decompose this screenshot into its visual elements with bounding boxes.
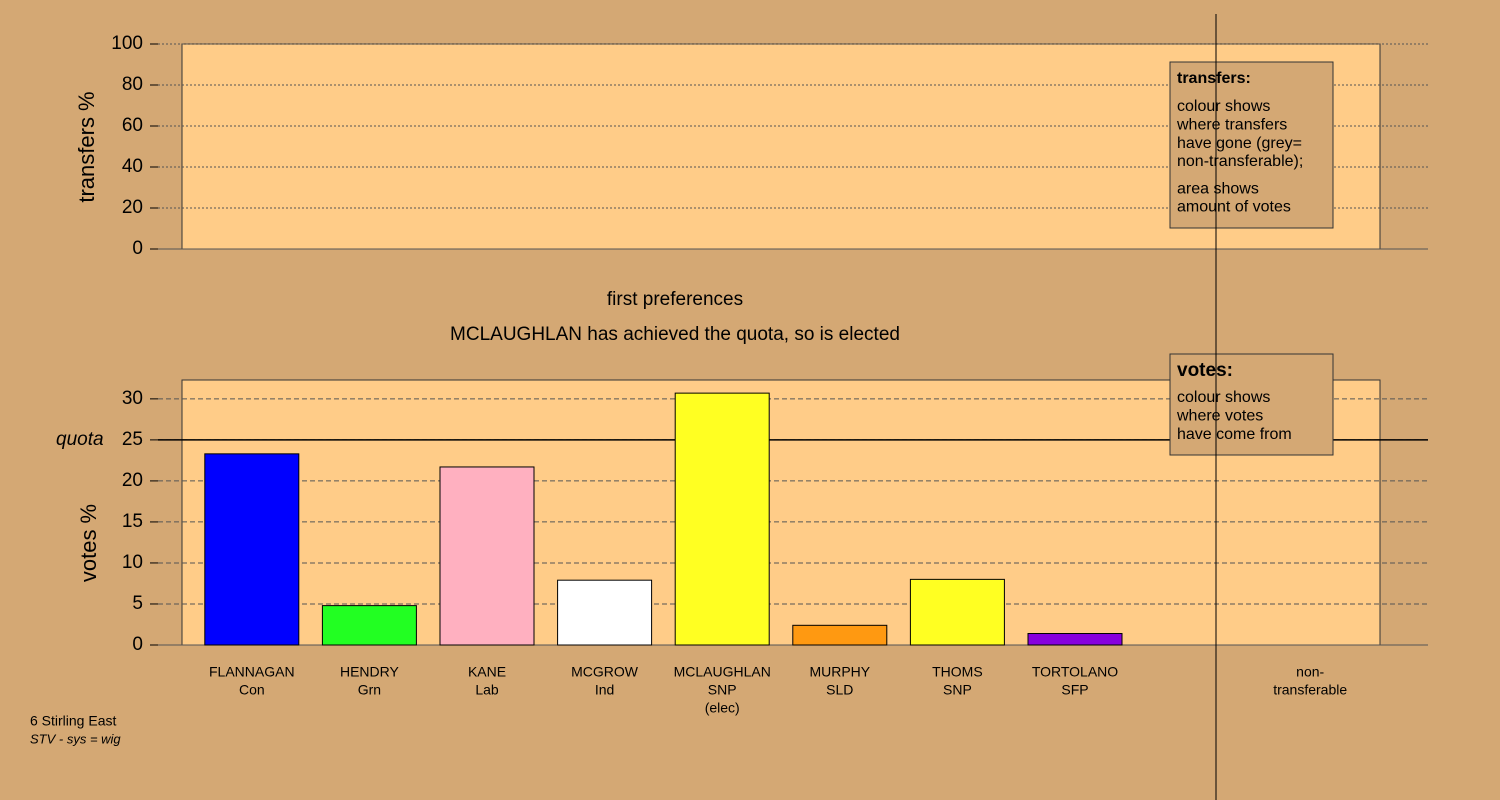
legend-text: colour shows (1177, 98, 1270, 115)
y-tick-label: 80 (122, 74, 143, 95)
x-tick-label: Ind (595, 682, 614, 698)
x-tick-label: FLANNAGAN (209, 664, 295, 680)
x-tick-label: HENDRY (340, 664, 400, 680)
legend-text: where transfers (1176, 117, 1287, 134)
y-tick-label: 5 (132, 593, 143, 614)
y-tick-label: 10 (122, 552, 143, 573)
quota-label: quota (56, 429, 104, 450)
bar (321, 605, 417, 646)
caption: MCLAUGHLAN has achieved the quota, so is… (450, 324, 900, 345)
legend-box (1169, 61, 1334, 229)
bar (674, 392, 770, 646)
y-tick-label: 60 (122, 115, 143, 136)
x-tick-label: (elec) (705, 700, 740, 716)
legend-title: transfers: (1177, 70, 1251, 87)
x-tick-label: transferable (1273, 682, 1347, 698)
y-tick-label: 40 (122, 156, 143, 177)
y-tick-label: 15 (122, 511, 143, 532)
y-axis-label: transfers % (74, 91, 99, 202)
x-tick-label: KANE (468, 664, 506, 680)
bar (909, 578, 1005, 646)
legend-text: where votes (1176, 408, 1263, 425)
x-tick-label: SLD (826, 682, 853, 698)
footer-area: 6 Stirling East (30, 713, 116, 729)
y-tick-label: 20 (122, 470, 143, 491)
x-tick-label: SFP (1061, 682, 1088, 698)
x-tick-label: TORTOLANO (1032, 664, 1118, 680)
x-tick-label: Grn (358, 682, 381, 698)
x-tick-label: THOMS (932, 664, 983, 680)
x-tick-label: non- (1296, 664, 1324, 680)
y-tick-label: 100 (111, 33, 143, 54)
footer-system: STV - sys = wig (30, 731, 121, 746)
x-tick-label: SNP (708, 682, 737, 698)
legend-box (1169, 353, 1334, 456)
legend-title: votes: (1177, 360, 1233, 381)
x-tick-label: MCLAUGHLAN (674, 664, 771, 680)
legend-text: amount of votes (1177, 199, 1291, 216)
y-tick-label: 0 (132, 634, 143, 655)
bar (439, 466, 535, 646)
caption: first preferences (607, 289, 743, 310)
bar (557, 579, 653, 646)
x-tick-label: SNP (943, 682, 972, 698)
x-tick-label: Con (239, 682, 265, 698)
x-tick-label: Lab (475, 682, 499, 698)
y-tick-label: 30 (122, 388, 143, 409)
legend-text: have gone (grey= (1177, 135, 1302, 152)
bar (204, 453, 300, 646)
y-tick-label: 0 (132, 238, 143, 259)
y-tick-label: 20 (122, 197, 143, 218)
legend-text: have come from (1177, 426, 1292, 443)
x-tick-label: MURPHY (809, 664, 870, 680)
legend-text: non-transferable); (1177, 153, 1303, 170)
legend-text: colour shows (1177, 389, 1270, 406)
bar (792, 624, 888, 646)
legend-text: area shows (1177, 180, 1259, 197)
y-axis-label: votes % (76, 504, 101, 582)
bar (1027, 633, 1123, 646)
x-tick-label: MCGROW (571, 664, 639, 680)
y-tick-label: 25 (122, 429, 143, 450)
